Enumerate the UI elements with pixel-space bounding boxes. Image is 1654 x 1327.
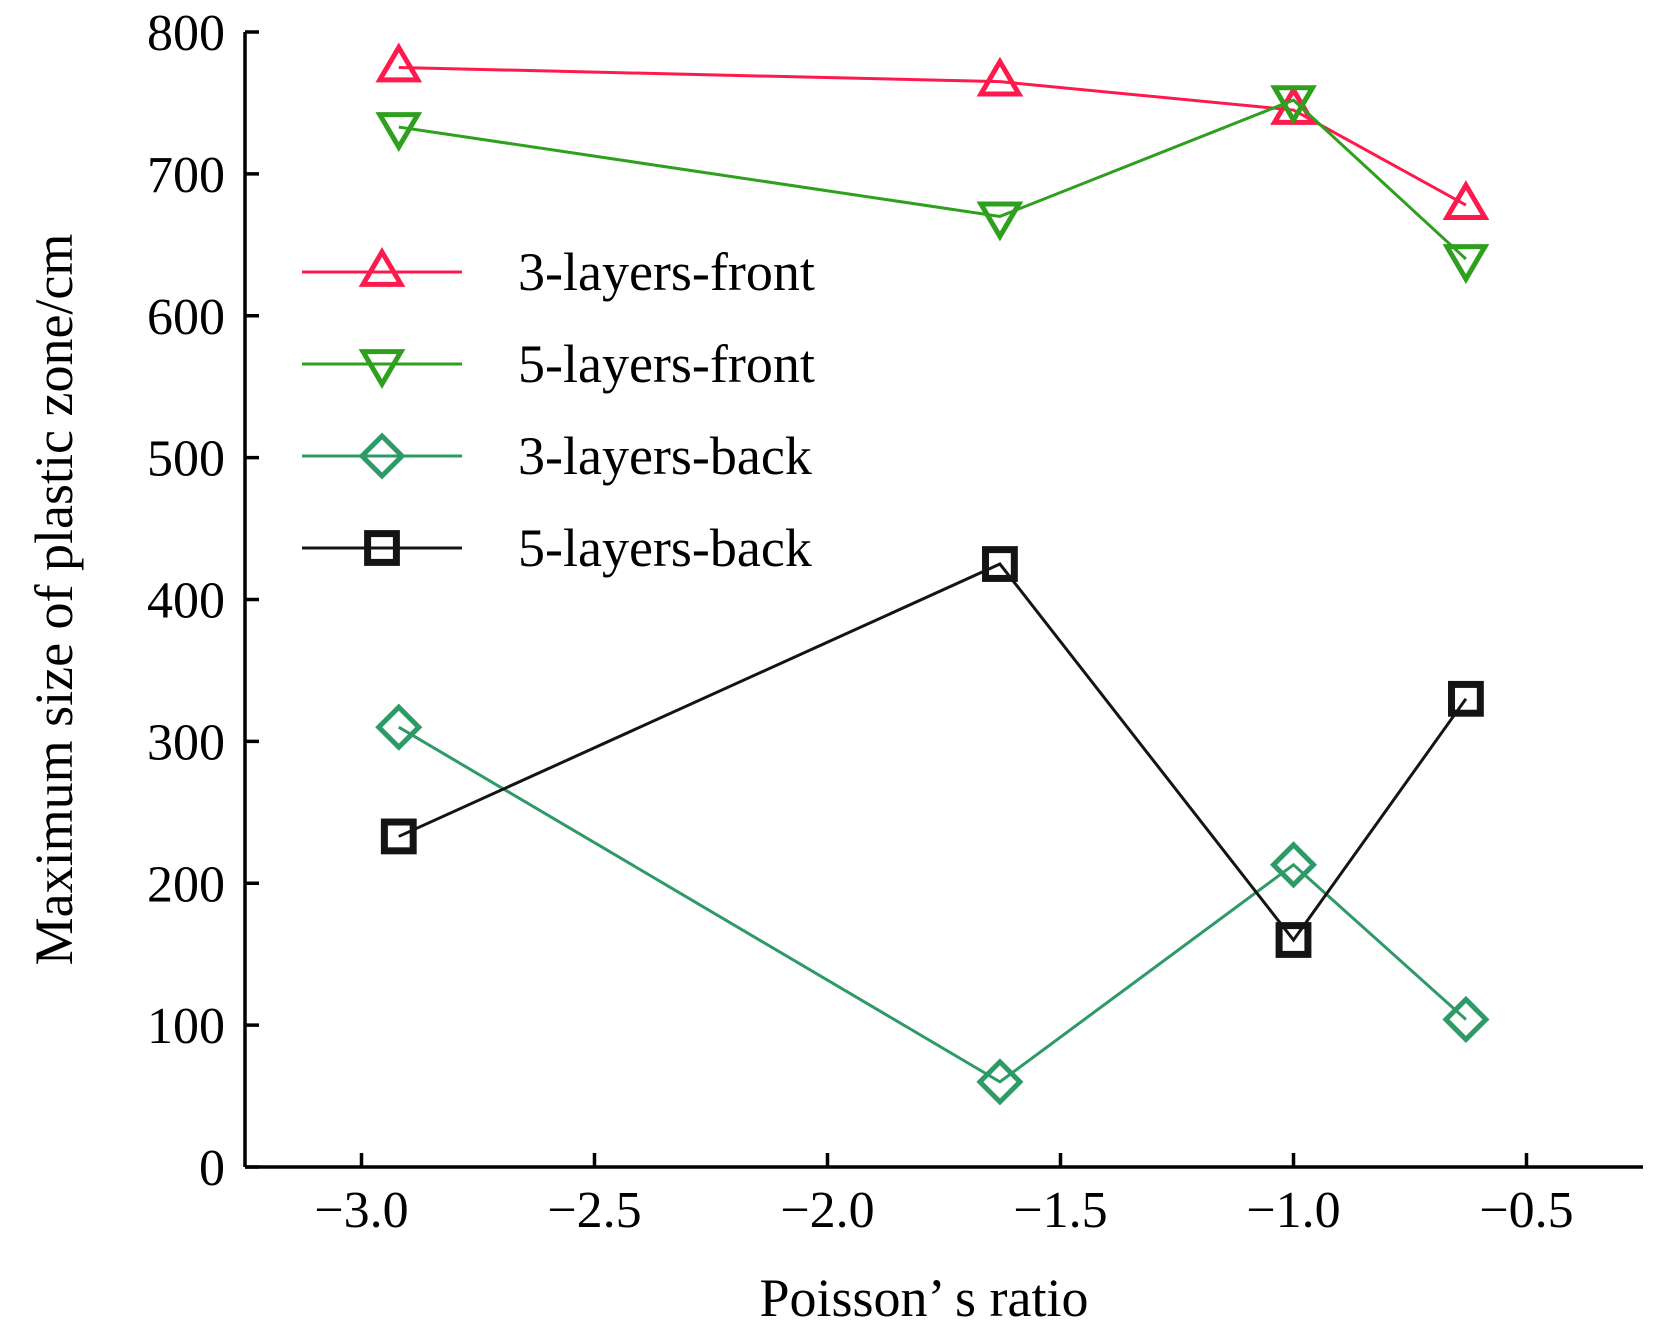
x-tick-label: −0.5 — [1479, 1182, 1573, 1239]
legend-label: 5-layers-back — [518, 518, 812, 578]
data-point — [375, 112, 423, 152]
y-tick-label: 200 — [147, 856, 225, 913]
y-tick-label: 400 — [147, 573, 225, 630]
x-tick-label: −3.0 — [314, 1182, 408, 1239]
y-tick-label: 600 — [147, 289, 225, 346]
legend-label: 5-layers-front — [518, 334, 815, 394]
data-point — [375, 42, 423, 83]
y-tick-label: 0 — [199, 1140, 225, 1197]
axes — [243, 32, 1643, 1169]
legend: 3-layers-front 5-layers-front 3-layers-bac… — [302, 242, 815, 578]
legend-marker — [364, 530, 400, 566]
x-tick-label: −1.5 — [1013, 1182, 1107, 1239]
data-point — [976, 201, 1024, 242]
data-point — [1270, 85, 1317, 126]
plot-area — [375, 42, 1490, 1106]
y-ticks: 0 100 200 300 400 500 600 700 800 — [147, 5, 259, 1197]
series-5-layers-front — [375, 85, 1490, 284]
series-5-layers-back — [380, 546, 1484, 958]
data-point — [982, 546, 1018, 582]
series-line — [398, 562, 1468, 943]
legend-marker — [358, 349, 406, 389]
legend-label: 3-layers-back — [518, 426, 812, 486]
series-line — [398, 725, 1467, 1084]
data-point — [976, 1058, 1024, 1106]
y-tick-label: 300 — [147, 714, 225, 771]
data-point — [1442, 244, 1490, 284]
series-line — [398, 98, 1467, 261]
y-tick-label: 500 — [147, 431, 225, 488]
legend-marker — [358, 247, 406, 287]
legend-item: 3-layers-back — [302, 426, 812, 486]
y-tick-label: 100 — [147, 998, 225, 1055]
legend-item: 3-layers-front — [302, 242, 815, 302]
data-point — [380, 818, 417, 855]
x-ticks: −3.0 −2.5 −2.0 −1.5 −1.0 −0.5 — [314, 1153, 1574, 1239]
legend-label: 3-layers-front — [518, 242, 815, 302]
y-axis-title: Maximum size of plastic zone/cm — [24, 234, 84, 966]
x-axis-title: Poisson’ s ratio — [759, 1268, 1088, 1327]
data-point — [1448, 680, 1484, 717]
data-point — [1275, 922, 1312, 958]
data-point — [1269, 841, 1318, 889]
x-tick-label: −1.0 — [1246, 1182, 1340, 1239]
x-tick-label: −2.5 — [547, 1182, 641, 1239]
legend-marker — [358, 432, 406, 480]
series-3-layers-back — [375, 703, 1490, 1106]
data-point — [1442, 180, 1490, 220]
y-tick-label: 800 — [147, 5, 225, 62]
y-tick-label: 700 — [147, 147, 225, 204]
series-line — [398, 65, 1467, 207]
legend-item: 5-layers-front — [302, 334, 815, 394]
data-point — [1442, 995, 1490, 1043]
x-tick-label: −2.0 — [780, 1182, 874, 1239]
data-point — [375, 703, 423, 751]
series-3-layers-front — [375, 42, 1490, 220]
data-point — [976, 56, 1024, 97]
legend-item: 5-layers-back — [302, 518, 812, 578]
